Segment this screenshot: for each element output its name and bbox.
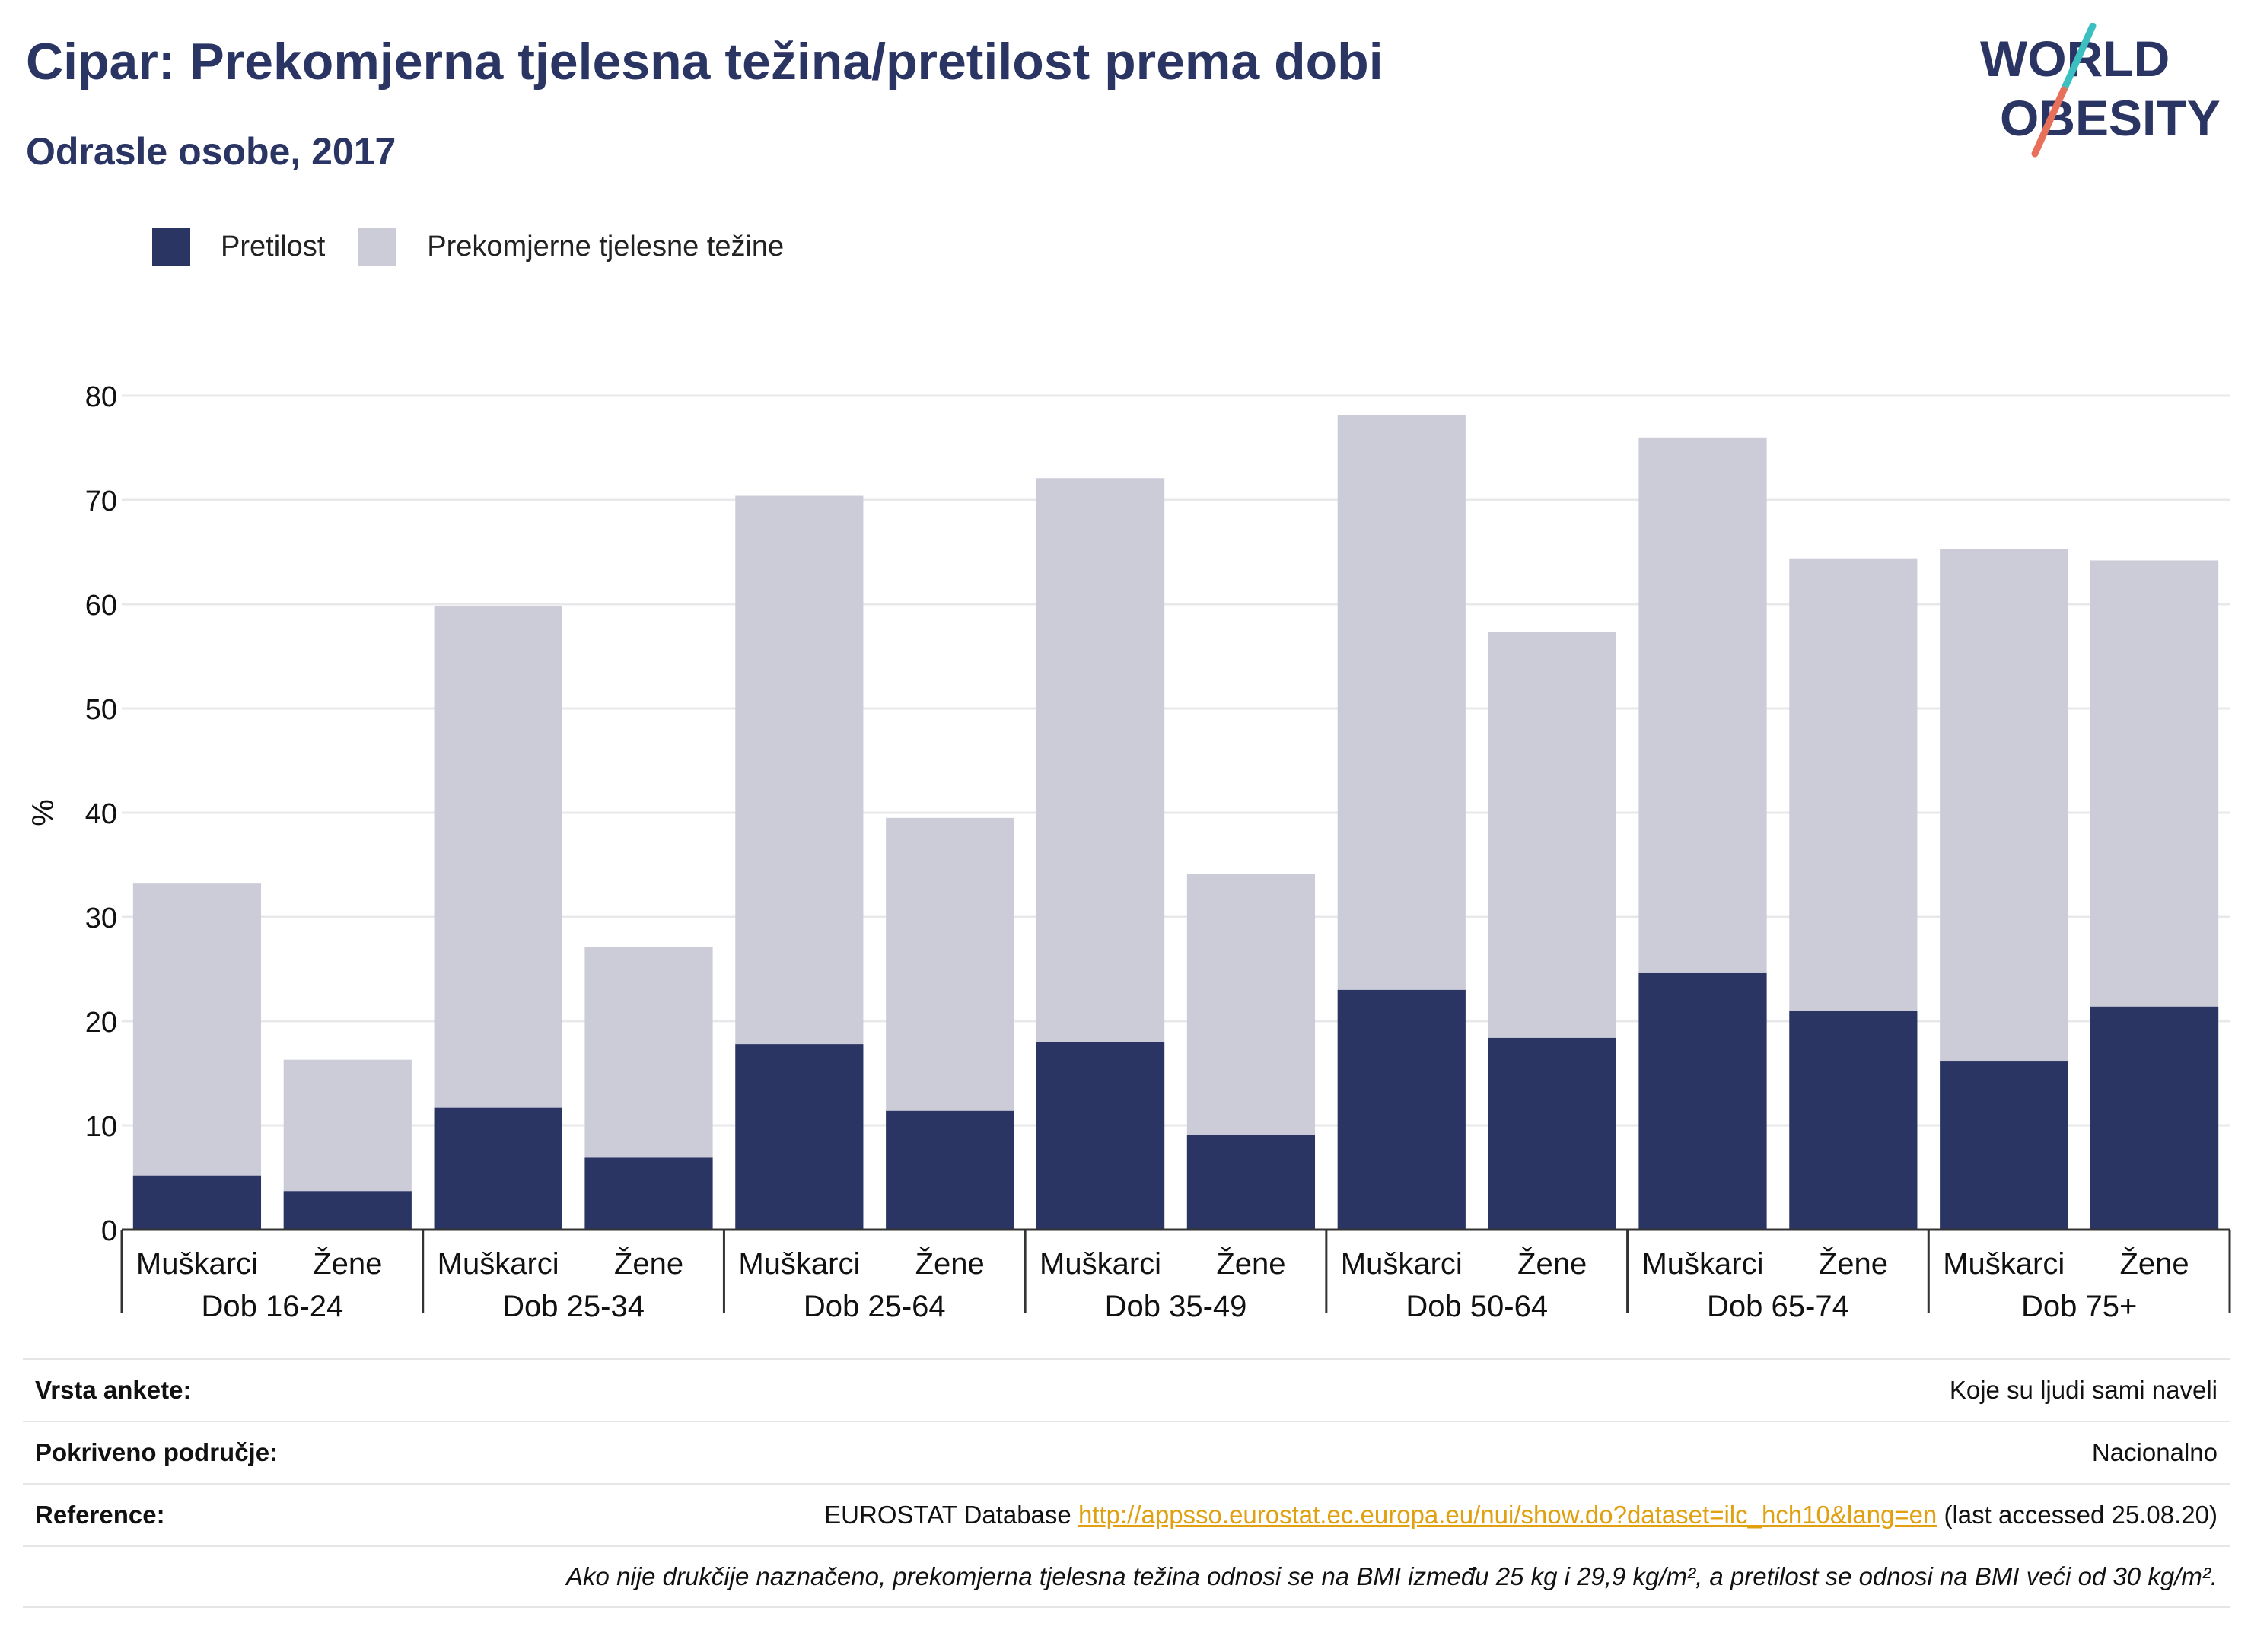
x-subcategory-label: Muškarci (1943, 1247, 2065, 1281)
area-label: Pokriveno područje: (35, 1438, 279, 1466)
bar-obesity (1638, 972, 1767, 1230)
legend-label-obesity: Pretilost (221, 230, 326, 263)
reference-suffix: (last accessed 25.08.20) (1937, 1501, 2218, 1529)
bar-obesity (584, 1157, 713, 1230)
reference-prefix: EUROSTAT Database (824, 1501, 1078, 1529)
bar-obesity (283, 1191, 412, 1230)
reference-label: Reference: (35, 1501, 165, 1529)
chart-subtitle: Odrasle osobe, 2017 (26, 130, 396, 173)
x-subcategory-label: Muškarci (1040, 1247, 1161, 1281)
area-value: Nacionalno (2091, 1438, 2218, 1466)
info-row-note: Ako nije drukčije naznačeno, prekomjerna… (23, 1545, 2230, 1608)
x-group-label: Dob 16-24 (201, 1290, 343, 1323)
x-group-label: Dob 25-64 (804, 1290, 946, 1323)
legend-swatch-overweight (358, 228, 397, 266)
x-group-label: Dob 75+ (2021, 1290, 2137, 1323)
x-subcategory-label: Muškarci (136, 1247, 258, 1281)
bar-obesity (132, 1175, 262, 1230)
x-subcategory-label: Žene (614, 1246, 683, 1281)
x-subcategory-label: Muškarci (1341, 1247, 1463, 1281)
bar-overweight (132, 883, 262, 1230)
x-subcategory-label: Žene (2119, 1246, 2189, 1281)
bar-obesity (886, 1110, 1014, 1230)
x-group-label: Dob 50-64 (1406, 1290, 1548, 1323)
reference-link[interactable]: http://appsso.eurostat.ec.europa.eu/nui/… (1078, 1501, 1937, 1529)
chart-legend: Pretilost Prekomjerne tjelesne težine (152, 225, 817, 268)
bar-obesity (1789, 1011, 1918, 1230)
survey-value: Koje su ljudi sami naveli (1949, 1376, 2218, 1404)
x-subcategory-label: Žene (1517, 1246, 1587, 1281)
chart-title: Cipar: Prekomjerna tjelesna težina/preti… (26, 33, 1383, 91)
bar-chart: 0 10 20 30 40 50 60 70 80% Muškarci Žene Muškarci Že… (27, 381, 2231, 1323)
y-tick-label: 70 (85, 485, 117, 517)
x-subcategory-label: Muškarci (438, 1247, 559, 1281)
y-tick-label: 10 (85, 1111, 117, 1143)
world-obesity-logo: WORLD OBESITY (1980, 23, 2221, 158)
y-tick-label: 80 (85, 381, 117, 413)
logo-slash-top (2060, 23, 2097, 94)
y-tick-label: 20 (85, 1007, 117, 1039)
logo-text-obesity: OBESITY (2000, 90, 2221, 146)
info-table: Vrsta ankete: Koje su ljudi sami naveli … (23, 1358, 2230, 1608)
bar-obesity (2090, 1006, 2219, 1230)
y-tick-label: 0 (101, 1215, 117, 1247)
bar-obesity (735, 1044, 864, 1230)
x-subcategory-label: Muškarci (738, 1247, 860, 1281)
legend-swatch-obesity (152, 228, 190, 266)
legend-label-overweight: Prekomjerne tjelesne težine (427, 230, 785, 263)
info-row-survey: Vrsta ankete: Koje su ljudi sami naveli (23, 1358, 2230, 1421)
bar-obesity (1337, 989, 1466, 1230)
bar-obesity (1036, 1042, 1165, 1230)
reference-value: EUROSTAT Database http://appsso.eurostat… (824, 1501, 2218, 1529)
logo-slash-bottom (2031, 86, 2068, 158)
y-tick-label: 60 (85, 590, 117, 622)
y-axis-label: % (27, 799, 60, 826)
info-row-reference: Reference: EUROSTAT Database http://apps… (23, 1483, 2230, 1545)
definition-note: Ako nije drukčije naznačeno, prekomjerna… (566, 1562, 2218, 1590)
legend-item-overweight: Prekomjerne tjelesne težine (358, 228, 784, 266)
info-row-area: Pokriveno područje: Nacionalno (23, 1421, 2230, 1483)
bar-obesity (1186, 1135, 1316, 1230)
y-tick-label: 30 (85, 902, 117, 934)
x-subcategory-label: Muškarci (1641, 1247, 1763, 1281)
survey-label: Vrsta ankete: (35, 1376, 192, 1404)
bar-obesity (1488, 1037, 1616, 1230)
x-group-label: Dob 25-34 (502, 1290, 645, 1323)
y-tick-label: 50 (85, 694, 117, 726)
y-tick-label: 40 (85, 798, 117, 830)
bar-obesity (1940, 1061, 2068, 1230)
x-group-label: Dob 65-74 (1707, 1290, 1849, 1323)
x-group-label: Dob 35-49 (1105, 1290, 1247, 1323)
x-subcategory-label: Žene (1216, 1246, 1285, 1281)
x-subcategory-label: Žene (915, 1246, 985, 1281)
legend-item-obesity: Pretilost (152, 228, 325, 266)
x-subcategory-label: Žene (1819, 1246, 1888, 1281)
bar-obesity (434, 1107, 562, 1230)
x-subcategory-label: Žene (313, 1246, 382, 1281)
